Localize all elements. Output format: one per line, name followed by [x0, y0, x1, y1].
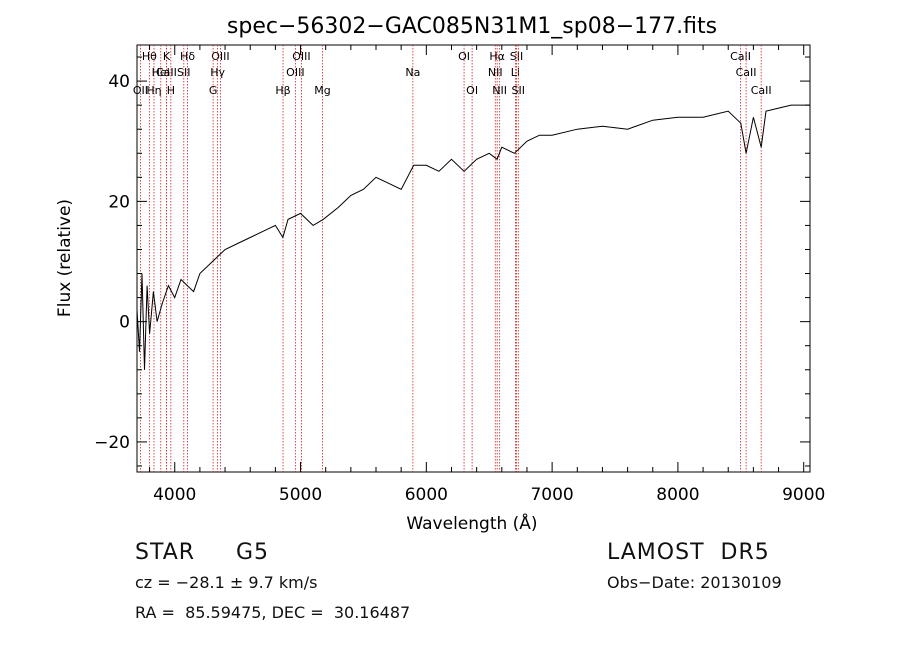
spectral-line-label: SΙΙ: [510, 50, 523, 63]
spectral-line-label: NΙΙ: [488, 66, 503, 79]
spectral-line-label: OΙΙΙ: [286, 66, 304, 79]
spectral-line-label: OΙΙ: [133, 84, 148, 97]
y-axis-label: Flux (relative): [55, 199, 75, 317]
spectral-line-label: OΙΙΙ: [292, 50, 310, 63]
survey-name: LAMOST DR5: [607, 540, 770, 565]
chart-title: spec−56302−GAC085N31M1_sp08−177.fits: [227, 14, 717, 39]
spectral-line-label: Hδ: [180, 50, 195, 63]
y-tick-label: 0: [119, 313, 130, 333]
spectral-line-label: OΙΙΙ: [211, 50, 229, 63]
spectral-line-label: HeI: [152, 66, 170, 79]
y-tick-label: 40: [108, 72, 130, 92]
spectrum-series-line: [136, 104, 810, 370]
spectral-line-label: CaΙΙ: [730, 50, 751, 63]
observation-date: Obs−Date: 20130109: [607, 573, 782, 592]
spectral-line-label: Hα: [489, 50, 505, 63]
spectral-line-label: K: [163, 50, 171, 63]
spectral-line-label: Hβ: [275, 84, 290, 97]
plot-area: OΙΙ Hθ CaΙΙ Hη K HeI H Hδ SΙΙ OΙΙΙ Hγ G Hβ OΙΙΙ OΙΙΙ Mg…: [94, 44, 825, 505]
spectral-line-label: Na: [405, 66, 420, 79]
spectral-line-label: NΙΙ: [492, 84, 507, 97]
x-tick-label: 5000: [279, 485, 322, 505]
x-tick-label: 8000: [656, 485, 699, 505]
spectral-line-label: Hθ: [142, 50, 157, 63]
y-tick-label: 20: [108, 192, 130, 212]
spectral-line-label: G: [209, 84, 218, 97]
x-tick-label: 4000: [153, 485, 196, 505]
spectral-line-label: Li: [511, 66, 520, 79]
y-tick-label: −20: [94, 433, 130, 453]
spectral-line-label: CaΙΙ: [736, 66, 757, 79]
spectral-line-label: OΙ: [466, 84, 478, 97]
spectral-line-label: SΙΙ: [512, 84, 525, 97]
object-subclass: G5: [236, 540, 270, 565]
redshift-value: cz = −28.1 ± 9.7 km/s: [135, 573, 318, 592]
spectral-line-label: Mg: [314, 84, 330, 97]
spectral-line-label: Hη: [146, 84, 161, 97]
x-tick-label: 9000: [782, 485, 825, 505]
spectral-line-label: OΙ: [458, 50, 470, 63]
x-axis-label: Wavelength (Å): [406, 512, 537, 534]
spectral-line-label: SΙΙ: [177, 66, 190, 79]
spectral-line-label: Hγ: [210, 66, 225, 79]
x-tick-label: 7000: [530, 485, 573, 505]
plot-frame: [136, 44, 811, 473]
coordinates: RA = 85.59475, DEC = 30.16487: [135, 603, 411, 622]
spectral-line-label: CaΙΙ: [751, 84, 772, 97]
spectral-line-label: H: [167, 84, 175, 97]
object-class: STAR: [135, 540, 196, 565]
x-tick-label: 6000: [405, 485, 448, 505]
